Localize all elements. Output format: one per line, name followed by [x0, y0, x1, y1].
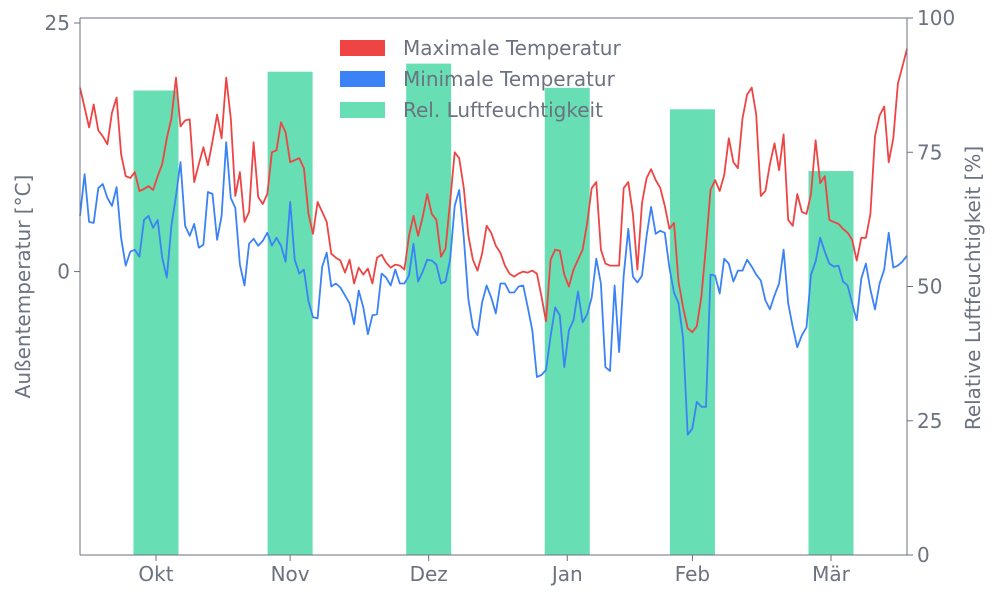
- legend-label-3: Rel. Luftfeuchtigkeit: [403, 98, 603, 122]
- right-y-tick-label: 75: [917, 140, 942, 164]
- x-tick-label-mär: Mär: [812, 562, 851, 586]
- right-y-tick-label: 25: [917, 409, 942, 433]
- humidity-bars: [133, 63, 854, 556]
- x-tick-label-okt: Okt: [138, 562, 173, 586]
- humidity-bar-okt: [133, 90, 179, 556]
- axes: 0 25 0 25 50 75 100 Okt Nov Dez Jan Feb Mär Außentemp…: [11, 6, 985, 586]
- legend-swatch-3: [340, 102, 385, 118]
- x-tick-label-feb: Feb: [675, 562, 710, 586]
- left-y-axis-title: Außentemperatur [°C]: [11, 175, 35, 399]
- legend-label-2: Minimale Temperatur: [403, 67, 616, 91]
- temperature-lines: [79, 48, 908, 436]
- legend-swatch-2: [340, 71, 385, 87]
- min-temperature-line: [79, 141, 908, 436]
- right-y-axis-title: Relative Luftfeuchtigkeit [%]: [961, 146, 985, 430]
- humidity-bar-mär: [808, 171, 854, 556]
- legend-swatch-1: [340, 40, 385, 56]
- humidity-bar-dez: [406, 63, 452, 556]
- humidity-bar-nov: [267, 71, 313, 555]
- right-y-tick-label: 50: [917, 275, 942, 299]
- right-y-tick-label: 0: [917, 543, 930, 567]
- legend: Maximale Temperatur Minimale Temperatur Re…: [340, 36, 621, 122]
- x-tick-label-dez: Dez: [410, 562, 448, 586]
- left-y-tick-label: 25: [45, 11, 70, 35]
- x-tick-label-nov: Nov: [271, 562, 310, 586]
- left-y-tick-label: 0: [57, 260, 70, 284]
- legend-label-1: Maximale Temperatur: [403, 36, 621, 60]
- max-temperature-line: [79, 48, 908, 334]
- right-y-tick-label: 100: [917, 6, 955, 30]
- x-tick-label-jan: Jan: [550, 562, 583, 586]
